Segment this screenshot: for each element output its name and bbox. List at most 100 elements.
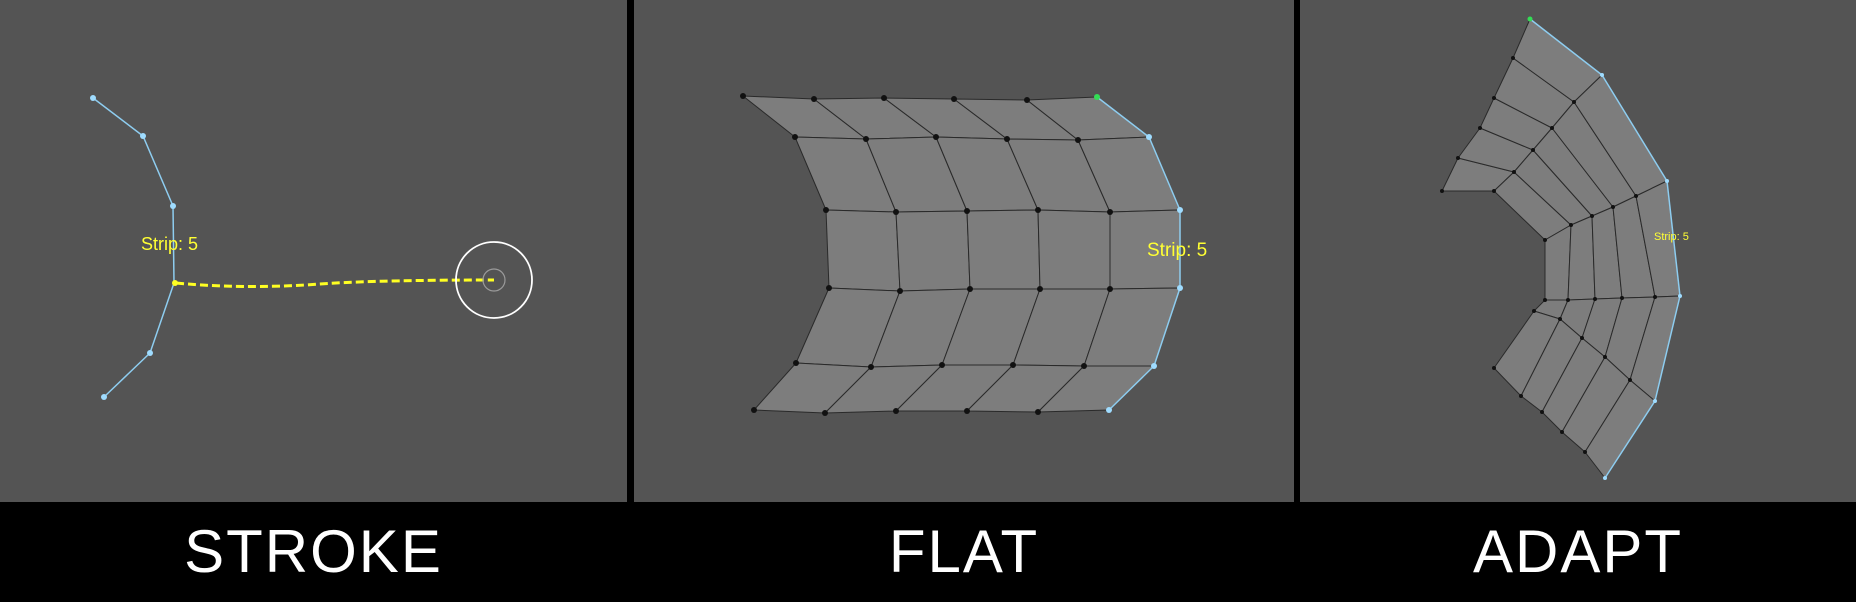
loop-vertex xyxy=(1177,285,1183,291)
mesh-vertex xyxy=(1560,430,1564,434)
loop-vertex xyxy=(1603,476,1607,480)
mesh-vertex xyxy=(1540,410,1544,414)
mesh-faces xyxy=(742,95,1181,414)
mesh-vertex xyxy=(1107,286,1113,292)
mesh-vertex xyxy=(1532,309,1536,313)
mesh-vertex xyxy=(1107,209,1113,215)
flat-canvas[interactable] xyxy=(634,0,1294,502)
stroke-viewport[interactable]: Strip: 5 xyxy=(0,0,627,502)
loop-vertex xyxy=(1146,134,1152,140)
loop-vertex xyxy=(1151,363,1157,369)
mesh-vertex xyxy=(863,136,869,142)
mesh-vertex xyxy=(1543,298,1547,302)
mesh-faces xyxy=(1441,18,1681,479)
mesh-vertices xyxy=(1440,17,1682,480)
strip-count-label: Strip: 5 xyxy=(1147,240,1208,261)
mesh-vertex xyxy=(1081,363,1087,369)
mesh-face xyxy=(895,210,971,292)
mesh-vertex xyxy=(868,364,874,370)
edge-loop-vertices xyxy=(90,95,176,400)
mesh-vertex xyxy=(1511,56,1515,60)
mesh-vertex xyxy=(933,134,939,140)
flat-viewport[interactable]: Strip: 5 xyxy=(634,0,1294,502)
mesh-vertex xyxy=(1024,97,1030,103)
adapt-canvas[interactable] xyxy=(1300,0,1856,502)
mesh-vertex xyxy=(1531,148,1535,152)
loop-vertex xyxy=(1177,207,1183,213)
mesh-vertex xyxy=(1492,96,1496,100)
mesh-vertex xyxy=(1620,296,1624,300)
mesh-vertex xyxy=(1580,336,1584,340)
active-vertex xyxy=(1527,16,1533,22)
mesh-vertex xyxy=(1590,214,1594,218)
mesh-vertex xyxy=(1492,366,1496,370)
mesh-vertex xyxy=(1010,362,1016,368)
mesh-vertex xyxy=(951,96,957,102)
mesh-vertex xyxy=(1456,156,1460,160)
loop-vertex xyxy=(1653,399,1657,403)
mesh-vertex xyxy=(1583,450,1587,454)
mesh-vertex xyxy=(964,408,970,414)
mesh-vertex xyxy=(1550,126,1554,130)
mesh-vertex xyxy=(1035,409,1041,415)
mesh-vertex xyxy=(964,208,970,214)
mesh-vertex xyxy=(1440,189,1444,193)
selected-edge-loop xyxy=(1529,18,1681,479)
mesh-vertex xyxy=(1628,378,1632,382)
brush-cursor-icon[interactable] xyxy=(455,241,533,319)
mesh-vertex xyxy=(751,407,757,413)
mesh-vertex xyxy=(811,96,817,102)
caption-adapt: ADAPT xyxy=(1472,518,1684,585)
mesh-vertex xyxy=(893,408,899,414)
strip-count-label: Strip: 5 xyxy=(141,234,199,254)
mesh-vertex xyxy=(1593,297,1597,301)
caption-flat: FLAT xyxy=(888,518,1040,585)
mesh-vertex xyxy=(1653,295,1657,299)
loop-vertex xyxy=(101,394,107,400)
mesh-vertex xyxy=(1492,189,1496,193)
mesh-vertex xyxy=(1572,100,1576,104)
mesh-vertex xyxy=(1611,205,1615,209)
loop-vertex xyxy=(147,350,153,356)
mesh-face xyxy=(1037,209,1111,290)
loop-vertex xyxy=(90,95,96,101)
loop-vertex xyxy=(1106,407,1112,413)
loop-vertex xyxy=(140,133,146,139)
mesh-vertex xyxy=(893,209,899,215)
loop-vertex xyxy=(1678,294,1682,298)
stroke-path xyxy=(175,278,495,288)
mesh-vertex xyxy=(897,288,903,294)
mesh-vertex xyxy=(1075,137,1081,143)
selected-edge-loop xyxy=(1096,96,1181,411)
selected-edge-loop xyxy=(92,97,175,398)
mesh-vertex xyxy=(1603,355,1607,359)
mesh-vertex xyxy=(740,93,746,99)
mesh-vertex xyxy=(1037,286,1043,292)
mesh-vertex xyxy=(792,134,798,140)
stroke-canvas[interactable] xyxy=(0,0,627,502)
mesh-vertex xyxy=(939,362,945,368)
mesh-vertex xyxy=(1634,194,1638,198)
strip-count-label: Strip: 5 xyxy=(1654,231,1689,243)
mesh-vertex xyxy=(1558,317,1562,321)
mesh-face xyxy=(966,209,1041,290)
mesh-vertex xyxy=(1566,298,1570,302)
mesh-vertex xyxy=(826,285,832,291)
mesh-vertex xyxy=(1519,394,1523,398)
adapt-viewport[interactable]: Strip: 5 xyxy=(1300,0,1856,502)
mesh-vertex xyxy=(1004,136,1010,142)
mesh-vertex xyxy=(793,360,799,366)
loop-vertex xyxy=(1665,179,1669,183)
mesh-vertex xyxy=(881,95,887,101)
mesh-vertex xyxy=(1035,207,1041,213)
mesh-face xyxy=(1567,215,1596,301)
mesh-vertex xyxy=(1569,223,1573,227)
loop-vertex xyxy=(170,203,176,209)
mesh-vertex xyxy=(1512,170,1516,174)
caption-bar: STROKE FLAT ADAPT xyxy=(0,502,1856,602)
mesh-vertex xyxy=(823,207,829,213)
mesh-vertex xyxy=(1478,126,1482,130)
stroke-start-vertex xyxy=(172,280,178,286)
active-vertex xyxy=(1094,94,1100,100)
loop-vertex xyxy=(1600,73,1604,77)
